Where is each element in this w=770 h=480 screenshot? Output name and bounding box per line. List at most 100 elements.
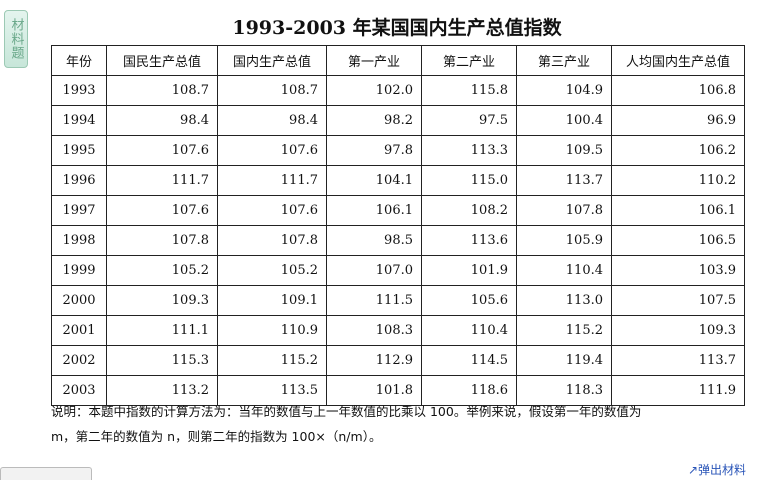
value-cell: 101.8: [326, 375, 422, 406]
value-cell: 115.3: [106, 345, 218, 376]
value-cell: 104.1: [326, 165, 422, 196]
table-body: 1993 108.7 108.7 102.0 115.8 104.9 106.8 1994 98…: [51, 75, 745, 406]
header-primary-industry: 第一产业: [326, 45, 422, 76]
value-cell: 110.2: [611, 165, 745, 196]
header-gnp: 国民生产总值: [106, 45, 218, 76]
table-row: 1996 111.7 111.7 104.1 115.0 113.7 110.2: [51, 165, 745, 196]
value-cell: 105.2: [106, 255, 218, 286]
value-cell: 97.5: [421, 105, 517, 136]
value-cell: 111.7: [217, 165, 327, 196]
value-cell: 107.5: [611, 285, 745, 316]
value-cell: 101.9: [421, 255, 517, 286]
value-cell: 113.6: [421, 225, 517, 256]
value-cell: 104.9: [516, 75, 612, 106]
table-row: 1995 107.6 107.6 97.8 113.3 109.5 106.2: [51, 135, 745, 166]
year-cell: 1995: [51, 135, 107, 166]
value-cell: 108.3: [326, 315, 422, 346]
header-tertiary-industry: 第三产业: [516, 45, 612, 76]
popup-material-link[interactable]: ↗弹出材料: [687, 463, 746, 477]
header-gdp-per-capita: 人均国内生产总值: [611, 45, 745, 76]
value-cell: 111.9: [611, 375, 745, 406]
value-cell: 97.8: [326, 135, 422, 166]
table-row: 1994 98.4 98.4 98.2 97.5 100.4 96.9: [51, 105, 745, 136]
bottom-tab[interactable]: [0, 467, 92, 480]
material-question-tab[interactable]: 材料题: [4, 10, 28, 68]
value-cell: 107.6: [217, 195, 327, 226]
table-row: 1997 107.6 107.6 106.1 108.2 107.8 106.1: [51, 195, 745, 226]
year-cell: 2003: [51, 375, 107, 406]
value-cell: 115.2: [516, 315, 612, 346]
value-cell: 113.7: [516, 165, 612, 196]
value-cell: 106.1: [326, 195, 422, 226]
explanation-note: 说明：本题中指数的计算方法为：当年的数值与上一年数值的比乘以 100。举例来说，…: [51, 399, 751, 449]
value-cell: 107.8: [516, 195, 612, 226]
value-cell: 111.7: [106, 165, 218, 196]
note-line-1: 说明：本题中指数的计算方法为：当年的数值与上一年数值的比乘以 100。举例来说，…: [51, 404, 642, 419]
value-cell: 106.5: [611, 225, 745, 256]
note-line-2: m，第二年的数值为 n，则第二年的指数为 100×（n/m）。: [51, 429, 382, 444]
material-question-tab-label: 材料题: [8, 18, 24, 60]
header-year: 年份: [51, 45, 107, 76]
value-cell: 105.9: [516, 225, 612, 256]
value-cell: 107.6: [106, 195, 218, 226]
table-header-row: 年份 国民生产总值 国内生产总值 第一产业 第二产业 第三产业 人均国内生产总值: [51, 45, 745, 76]
value-cell: 109.5: [516, 135, 612, 166]
header-secondary-industry: 第二产业: [421, 45, 517, 76]
year-cell: 2002: [51, 345, 107, 376]
year-cell: 1993: [51, 75, 107, 106]
value-cell: 98.2: [326, 105, 422, 136]
table-row: 2001 111.1 110.9 108.3 110.4 115.2 109.3: [51, 315, 745, 346]
year-cell: 1999: [51, 255, 107, 286]
value-cell: 98.5: [326, 225, 422, 256]
value-cell: 108.2: [421, 195, 517, 226]
table-row: 1999 105.2 105.2 107.0 101.9 110.4 103.9: [51, 255, 745, 286]
value-cell: 111.5: [326, 285, 422, 316]
year-cell: 1998: [51, 225, 107, 256]
value-cell: 115.8: [421, 75, 517, 106]
table-row: 1998 107.8 107.8 98.5 113.6 105.9 106.5: [51, 225, 745, 256]
table-row: 1993 108.7 108.7 102.0 115.8 104.9 106.8: [51, 75, 745, 106]
value-cell: 107.6: [106, 135, 218, 166]
value-cell: 107.0: [326, 255, 422, 286]
value-cell: 102.0: [326, 75, 422, 106]
year-cell: 1997: [51, 195, 107, 226]
value-cell: 105.2: [217, 255, 327, 286]
value-cell: 106.2: [611, 135, 745, 166]
value-cell: 110.4: [516, 255, 612, 286]
value-cell: 96.9: [611, 105, 745, 136]
table-row: 2000 109.3 109.1 111.5 105.6 113.0 107.5: [51, 285, 745, 316]
table-title: 1993-2003 年某国国内生产总值指数: [232, 17, 562, 39]
year-cell: 1994: [51, 105, 107, 136]
value-cell: 115.2: [217, 345, 327, 376]
value-cell: 119.4: [516, 345, 612, 376]
table-row: 2003 113.2 113.5 101.8 118.6 118.3 111.9: [51, 375, 745, 406]
value-cell: 110.9: [217, 315, 327, 346]
value-cell: 108.7: [106, 75, 218, 106]
value-cell: 113.2: [106, 375, 218, 406]
value-cell: 111.1: [106, 315, 218, 346]
value-cell: 105.6: [421, 285, 517, 316]
value-cell: 113.3: [421, 135, 517, 166]
value-cell: 106.8: [611, 75, 745, 106]
value-cell: 110.4: [421, 315, 517, 346]
value-cell: 98.4: [106, 105, 218, 136]
value-cell: 114.5: [421, 345, 517, 376]
year-cell: 2000: [51, 285, 107, 316]
value-cell: 107.8: [217, 225, 327, 256]
value-cell: 103.9: [611, 255, 745, 286]
value-cell: 115.0: [421, 165, 517, 196]
value-cell: 113.7: [611, 345, 745, 376]
value-cell: 107.8: [106, 225, 218, 256]
value-cell: 108.7: [217, 75, 327, 106]
value-cell: 112.9: [326, 345, 422, 376]
value-cell: 100.4: [516, 105, 612, 136]
value-cell: 98.4: [217, 105, 327, 136]
value-cell: 109.3: [611, 315, 745, 346]
table-row: 2002 115.3 115.2 112.9 114.5 119.4 113.7: [51, 345, 745, 376]
gdp-index-table: 年份 国民生产总值 国内生产总值 第一产业 第二产业 第三产业 人均国内生产总值…: [51, 45, 745, 406]
value-cell: 109.3: [106, 285, 218, 316]
year-cell: 2001: [51, 315, 107, 346]
value-cell: 106.1: [611, 195, 745, 226]
value-cell: 113.0: [516, 285, 612, 316]
value-cell: 109.1: [217, 285, 327, 316]
